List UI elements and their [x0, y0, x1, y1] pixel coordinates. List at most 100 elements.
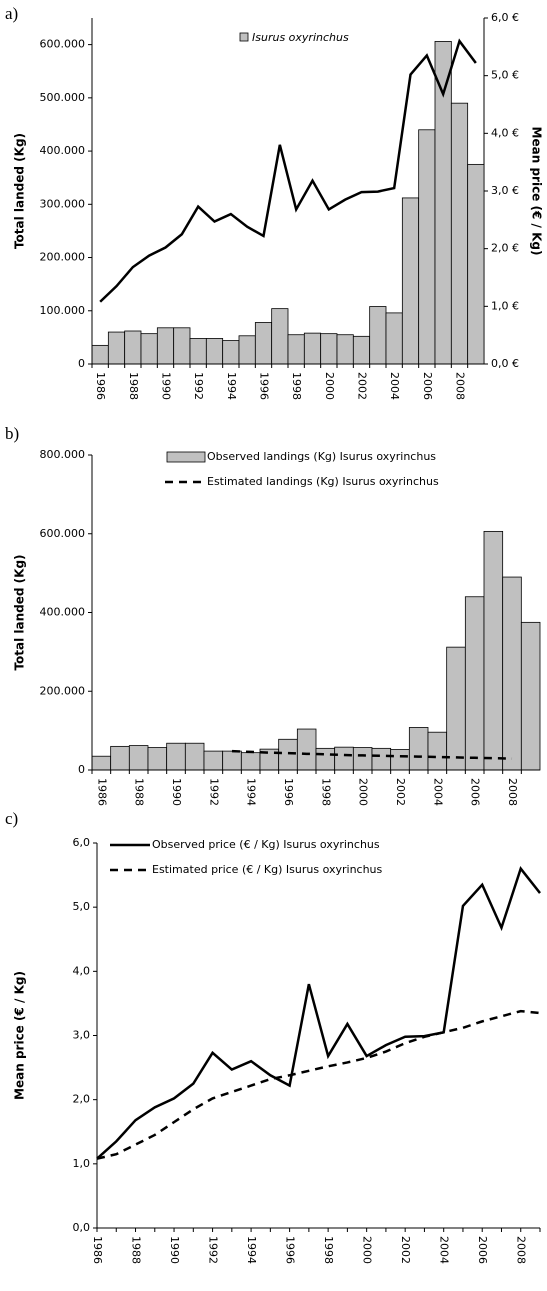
y2-tick-label: 0,0 € [491, 357, 519, 370]
bar [240, 752, 261, 771]
x-tick-label: 1986 [95, 778, 108, 806]
bar [254, 322, 273, 365]
y-tick-label: 600.000 [40, 38, 86, 51]
legend-label: Isurus oxyrinchus [252, 31, 349, 44]
bar [107, 331, 126, 365]
x-tick-label: 2008 [506, 778, 519, 806]
bar [278, 738, 298, 771]
y2-axis-title: Mean price (€ / Kg) [530, 127, 544, 256]
bar [483, 530, 504, 771]
bar [502, 576, 522, 771]
bar [369, 306, 387, 365]
x-tick-label: 1998 [319, 778, 332, 806]
line [99, 38, 477, 303]
bar [271, 308, 289, 365]
x-tick-label: 2006 [469, 778, 482, 806]
x-tick-label: 2004 [438, 1236, 451, 1264]
bar [173, 327, 191, 365]
x-tick-label: 1988 [127, 372, 140, 400]
bar [418, 129, 436, 365]
bar [91, 755, 112, 771]
x-tick-label: 2008 [515, 1236, 528, 1264]
bar [371, 747, 392, 771]
bar [296, 728, 317, 771]
bar [203, 750, 224, 771]
bar [184, 742, 205, 771]
bar [128, 745, 149, 771]
y-tick-label: 600.000 [40, 527, 86, 540]
bar [464, 596, 485, 771]
bar [315, 747, 336, 771]
bar [390, 749, 410, 771]
bar [205, 338, 224, 365]
legend-label: Observed landings (Kg) Isurus oxyrinchus [207, 450, 436, 463]
bar [238, 335, 256, 365]
y-tick-label: 5,0 [73, 900, 91, 913]
y-tick-label: 100.000 [40, 304, 86, 317]
x-tick-label: 2002 [394, 778, 407, 806]
y-tick-label: 0 [78, 357, 85, 370]
x-tick-label: 2004 [431, 778, 444, 806]
y2-tick-label: 6,0 € [491, 11, 519, 24]
x-tick-label: 1996 [282, 778, 295, 806]
y-tick-label: 300.000 [40, 197, 86, 210]
x-tick-label: 2002 [356, 372, 369, 400]
y-axis-title: Mean price (€ / Kg) [13, 971, 27, 1100]
bar [287, 334, 305, 365]
bar [427, 731, 448, 771]
bar [520, 621, 541, 771]
x-tick-label: 2000 [357, 778, 370, 806]
bar [140, 333, 158, 365]
line [96, 866, 541, 1160]
y-tick-label: 400.000 [40, 144, 86, 157]
x-tick-label: 2002 [399, 1236, 412, 1264]
y-tick-label: 1,0 [73, 1157, 91, 1170]
y-tick-label: 6,0 [73, 836, 91, 849]
legend-label: Estimated landings (Kg) Isurus oxyrinchu… [207, 475, 439, 488]
x-tick-label: 1994 [225, 372, 238, 400]
x-tick-label: 1990 [160, 372, 173, 400]
bar [352, 335, 371, 365]
x-tick-label: 1990 [170, 778, 183, 806]
bar [336, 334, 354, 365]
y2-tick-label: 5,0 € [491, 69, 519, 82]
bar [147, 747, 168, 771]
bar [434, 41, 452, 365]
x-tick-label: 1990 [168, 1236, 181, 1264]
y-tick-label: 2,0 [73, 1093, 91, 1106]
y-tick-label: 200.000 [40, 251, 86, 264]
x-tick-label: 1986 [91, 1236, 104, 1264]
x-tick-label: 2000 [323, 372, 336, 400]
y-axis-title: Total landed (Kg) [13, 133, 27, 249]
bar [408, 727, 429, 771]
x-tick-label: 1998 [290, 372, 303, 400]
bar [401, 197, 420, 365]
x-tick-label: 1996 [284, 1236, 297, 1264]
legend-label: Observed price (€ / Kg) Isurus oxyrinchu… [152, 838, 380, 851]
legend-swatch [239, 32, 249, 42]
y-tick-label: 4,0 [73, 964, 91, 977]
panel-label: b) [5, 424, 19, 443]
bar [91, 344, 109, 365]
bar [156, 327, 175, 365]
x-tick-label: 2004 [388, 372, 401, 400]
x-tick-label: 1992 [207, 1236, 220, 1264]
y-tick-label: 0 [78, 763, 85, 776]
panel-label: c) [5, 809, 18, 828]
legend-label: Estimated price (€ / Kg) Isurus oxyrinch… [152, 863, 383, 876]
x-tick-label: 2006 [421, 372, 434, 400]
bar [334, 746, 354, 771]
x-tick-label: 2000 [361, 1236, 374, 1264]
bar [124, 330, 142, 365]
bar [166, 742, 186, 771]
bar [385, 312, 403, 365]
x-tick-label: 1986 [94, 372, 107, 400]
bar [189, 338, 207, 365]
bar [222, 340, 240, 365]
y2-tick-label: 3,0 € [491, 184, 519, 197]
y-tick-label: 0,0 [73, 1221, 91, 1234]
y-axis-title: Total landed (Kg) [13, 554, 27, 670]
y-tick-label: 800.000 [40, 448, 86, 461]
x-tick-label: 1996 [258, 372, 271, 400]
